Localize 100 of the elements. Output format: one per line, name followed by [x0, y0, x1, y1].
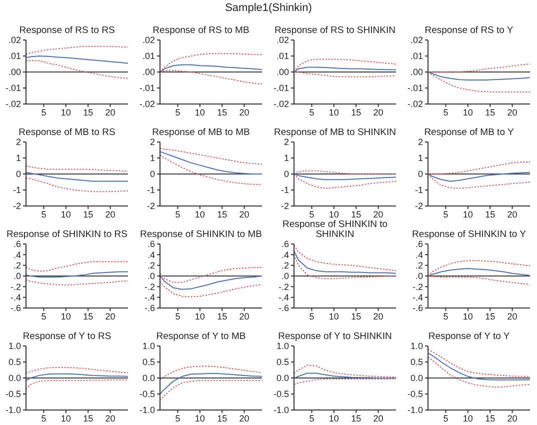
chart-title: Response of RS to RS [18, 24, 116, 36]
y-tick-label: 1.0 [410, 341, 423, 352]
x-tick-label: 10 [194, 311, 205, 322]
chart-title: Response of RS to SHINKIN [274, 24, 396, 36]
x-tick-label: 15 [217, 311, 228, 322]
y-tick-label: -.02 [139, 99, 155, 110]
x-tick-label: 20 [373, 311, 384, 322]
y-tick-label: 0.5 [410, 357, 423, 368]
x-tick-label: 5 [41, 311, 46, 322]
x-tick-label: 10 [328, 413, 339, 424]
y-tick-label: -.4 [412, 292, 423, 303]
y-tick-label: -.2 [144, 282, 155, 292]
y-tick-label: -.4 [144, 292, 155, 303]
y-tick-label: -1.0 [139, 405, 155, 416]
x-tick-label: 10 [328, 209, 339, 220]
x-tick-label: 20 [239, 413, 250, 424]
y-tick-label: -.01 [273, 83, 289, 94]
x-tick-label: 10 [462, 107, 473, 118]
y-tick-label: -1 [146, 185, 155, 196]
x-tick-label: 5 [309, 209, 314, 220]
x-tick-label: 15 [351, 413, 362, 424]
y-tick-label: 2 [418, 137, 423, 148]
x-tick-label: 20 [105, 107, 116, 118]
y-tick-label: 0 [418, 169, 423, 180]
x-tick-label: 10 [60, 413, 71, 424]
y-tick-label: 0.0 [276, 373, 289, 384]
y-tick-label: .6 [415, 239, 423, 250]
x-tick-label: 20 [105, 413, 116, 424]
y-tick-label: -2 [146, 201, 155, 212]
chart-title: Response of Y to SHINKIN [277, 330, 393, 342]
x-tick-label: 10 [60, 107, 71, 118]
x-tick-label: 15 [485, 311, 496, 322]
chart-title: Response of Y to RS [22, 330, 112, 342]
chart-title: Response of SHINKIN to Y [411, 228, 527, 240]
y-tick-label: .01 [410, 51, 423, 62]
y-tick-label: 0.5 [8, 357, 21, 368]
x-tick-label: 10 [328, 311, 339, 322]
y-tick-label: -.02 [273, 99, 289, 110]
y-tick-label: -0.5 [273, 389, 289, 400]
y-tick-label: 0.5 [142, 357, 155, 368]
x-tick-label: 5 [309, 311, 314, 322]
y-tick-label: .00 [410, 67, 423, 78]
x-tick-label: 5 [443, 107, 448, 118]
x-tick-label: 5 [175, 413, 180, 424]
chart-title: Response of SHINKIN to SHINKIN [281, 219, 389, 240]
y-tick-label: -1 [12, 185, 21, 196]
y-tick-label: -0.5 [139, 389, 155, 400]
y-tick-label: -.2 [10, 282, 21, 292]
x-tick-label: 15 [485, 413, 496, 424]
y-tick-label: 1 [150, 153, 155, 164]
x-tick-label: 5 [41, 413, 46, 424]
y-tick-label: .0 [13, 271, 21, 282]
y-tick-label: .00 [276, 67, 289, 78]
y-tick-label: .00 [142, 67, 155, 78]
y-tick-label: .0 [415, 271, 423, 282]
y-tick-label: -.01 [5, 83, 21, 94]
y-tick-label: 1.0 [276, 341, 289, 352]
x-tick-label: 10 [60, 209, 71, 220]
x-tick-label: 10 [194, 413, 205, 424]
y-tick-label: -0.5 [407, 389, 423, 400]
y-tick-label: .6 [147, 239, 155, 250]
x-tick-label: 20 [239, 209, 250, 220]
y-tick-label: 1 [16, 153, 21, 164]
x-tick-label: 20 [373, 413, 384, 424]
y-tick-label: .02 [8, 35, 21, 46]
x-tick-label: 20 [507, 413, 518, 424]
x-tick-label: 5 [41, 107, 46, 118]
y-tick-label: 0.0 [410, 373, 423, 384]
chart-title: Response of RS to Y [424, 24, 514, 36]
y-tick-label: -1.0 [407, 405, 423, 416]
y-tick-label: -2 [12, 201, 21, 212]
x-tick-label: 5 [309, 107, 314, 118]
y-tick-label: 0.0 [8, 373, 21, 384]
y-tick-label: .02 [142, 35, 155, 46]
y-tick-label: 1 [418, 153, 423, 164]
y-tick-label: .4 [13, 250, 21, 260]
y-tick-label: .4 [147, 250, 155, 260]
y-tick-label: .01 [8, 51, 21, 62]
x-tick-label: 15 [83, 311, 94, 322]
y-tick-label: .02 [410, 35, 423, 46]
chart-title: Response of Y to Y [427, 330, 511, 342]
x-tick-label: 10 [462, 209, 473, 220]
y-tick-label: -.2 [278, 282, 289, 292]
y-tick-label: -.01 [407, 83, 423, 94]
y-tick-label: 2 [150, 137, 155, 148]
y-tick-label: -.6 [412, 303, 423, 314]
y-tick-label: .00 [8, 67, 21, 78]
x-tick-label: 20 [373, 107, 384, 118]
x-tick-label: 15 [83, 209, 94, 220]
y-tick-label: -.01 [139, 83, 155, 94]
y-tick-label: 0.5 [276, 357, 289, 368]
y-tick-label: .0 [147, 271, 155, 282]
chart-title: Response of MB to Y [423, 126, 515, 138]
y-tick-label: -2 [280, 201, 289, 212]
x-tick-label: 20 [507, 107, 518, 118]
y-tick-label: -.02 [407, 99, 423, 110]
x-tick-label: 20 [239, 107, 250, 118]
y-tick-label: .4 [415, 250, 423, 260]
text: Sample1(Shinkin) [225, 2, 312, 14]
y-tick-label: 0 [150, 169, 155, 180]
